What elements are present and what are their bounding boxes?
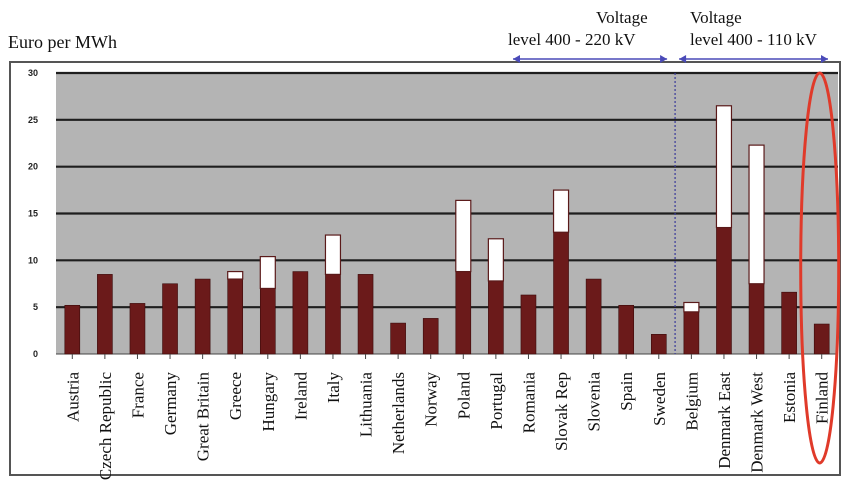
group-2-range-arrow-head-right <box>821 55 828 63</box>
x-tick-label: France <box>128 372 147 418</box>
x-tick-label: Great Britain <box>194 372 213 462</box>
group-title-2-line-1: Voltage <box>690 8 742 27</box>
group-title-2-line-2: level 400 - 110 kV <box>690 30 817 49</box>
x-tick-label: Spain <box>617 372 636 411</box>
bar-base <box>813 323 830 355</box>
bar-base <box>716 227 732 355</box>
y-tick-label: 5 <box>33 302 38 312</box>
y-tick-label: 30 <box>28 68 38 78</box>
y-tick-label: 25 <box>28 115 38 125</box>
x-tick-label: Austria <box>63 372 82 423</box>
bar-base <box>194 278 211 355</box>
y-tick-label: 0 <box>33 349 38 359</box>
bar-base <box>455 271 472 355</box>
x-tick-label: Ireland <box>291 372 310 421</box>
bar-extra <box>259 255 276 290</box>
x-tick-label: Greece <box>226 372 245 420</box>
y-tick-label: 20 <box>28 162 38 172</box>
x-tick-label: Germany <box>161 372 180 436</box>
x-tick-label: Sweden <box>650 372 669 426</box>
group-2-range-arrow-head-left <box>679 55 687 63</box>
x-tick-label: Belgium <box>682 372 701 431</box>
group-title-1-line-2: level 400 - 220 kV <box>508 30 636 49</box>
group-1-range-arrow-head-right <box>660 55 668 63</box>
x-tick-label: Romania <box>519 372 538 434</box>
bar-base <box>748 283 765 355</box>
x-tick-label: Norway <box>422 372 441 427</box>
x-tick-label: Czech Republic <box>96 372 115 481</box>
bar-extra <box>227 270 244 280</box>
group-1-range-arrow-head-left <box>513 55 520 63</box>
x-tick-label: Portugal <box>487 372 506 430</box>
bar-extra <box>487 238 504 282</box>
bar-base <box>585 278 602 355</box>
bar-base <box>292 271 309 355</box>
bar-base <box>422 318 439 355</box>
y-axis-label: Euro per MWh <box>8 32 117 52</box>
bar-base <box>650 334 667 355</box>
bar-base <box>390 322 406 355</box>
y-tick-label: 10 <box>28 255 38 265</box>
x-tick-label: Hungary <box>259 372 278 432</box>
bar-base <box>259 288 276 355</box>
x-tick-label: Denmark East <box>715 372 734 469</box>
highlight-ellipse <box>799 71 841 465</box>
bar-base <box>520 294 537 355</box>
bar-base <box>488 280 504 355</box>
bar-base <box>357 274 374 355</box>
bar-extra <box>552 189 570 233</box>
bar-base <box>129 303 146 355</box>
x-tick-label: Slovenia <box>585 372 604 432</box>
bar-base <box>618 304 635 355</box>
bar-extra <box>715 105 733 229</box>
bar-base <box>227 278 244 355</box>
y-tick-label: 15 <box>28 209 38 219</box>
bar-base <box>162 283 178 355</box>
bar-extra <box>324 234 342 275</box>
bar-extra <box>455 199 472 273</box>
x-tick-label: Estonia <box>780 372 799 423</box>
x-tick-label: Netherlands <box>389 372 408 454</box>
bar-base <box>325 274 341 355</box>
group-title-1-line-1: Voltage <box>596 8 648 27</box>
x-tick-label: Lithuania <box>357 372 376 438</box>
bar-base <box>553 231 569 355</box>
x-tick-label: Poland <box>454 372 473 420</box>
bar-base <box>683 311 700 355</box>
bar-base <box>781 291 797 355</box>
x-tick-label: Slovak Rep <box>552 372 571 451</box>
x-tick-label: Denmark West <box>748 372 767 473</box>
bar-base <box>64 304 81 355</box>
x-tick-label: Finland <box>813 372 832 424</box>
bar-extra <box>683 301 700 313</box>
bar-base <box>97 274 113 355</box>
x-tick-label: Italy <box>324 372 343 404</box>
bar-extra <box>748 144 765 285</box>
